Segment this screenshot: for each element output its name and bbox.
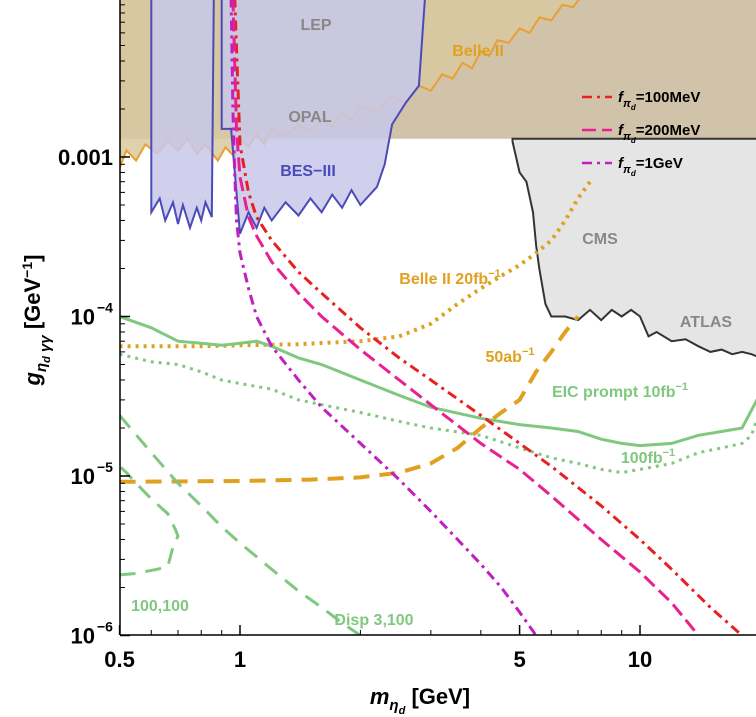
curve-eic-prompt-10fb [120,315,756,448]
exclusion-regions [120,0,756,358]
region-labels: LEP Belle II OPAL BES−III CMS ATLAS Belle II 2… [131,17,732,629]
y-axis-title: gηd γγ [GeV−1] [19,255,54,387]
y-tick-label-exponent: −5 [97,459,113,475]
region-cms [511,137,756,358]
legend-item: fπd=100MeV [582,89,700,112]
x-tick-label: 1 [234,647,246,672]
label-atlas: ATLAS [680,314,732,331]
y-tick-label: 10 [71,464,95,489]
label-50ab: 50ab−1 [485,346,534,366]
y-tick-label: 10 [71,624,95,649]
curve-fpi-100mev [233,0,744,635]
y-tick-label-exponent: −6 [97,619,113,635]
legend-item: fπd=200MeV [582,122,700,145]
label-belle-ii: Belle II [452,43,504,60]
legend-label: fπd=1GeV [618,155,683,178]
label-disp-3-100: Disp 3,100 [334,612,413,629]
label-opal: OPAL [288,109,331,126]
x-tick-label: 0.5 [104,647,135,672]
legend-label: fπd=200MeV [618,122,700,145]
curve-disp-3-100 [120,414,362,635]
legend-label: fπd=100MeV [618,89,700,112]
curve-belle-ii-20fb [120,180,592,349]
label-cms: CMS [582,231,618,248]
x-axis-title: mηd [GeV] [370,684,470,717]
curve-100-100 [120,465,180,577]
label-eic-prompt-10fb: EIC prompt 10fb−1 [552,381,688,401]
x-tick-label: 10 [628,647,652,672]
curve-fpi-1gev [229,0,538,635]
label-100-100: 100,100 [131,598,189,615]
label-belle-ii-20fb: Belle II 20fb−1 [399,268,500,288]
label-bes-iii: BES−III [280,163,336,180]
curve-50ab [120,315,580,484]
legend-item: fπd=1GeV [582,155,683,178]
y-tick-label: 10 [71,305,95,330]
label-100fb: 100fb−1 [621,447,675,467]
y-tick-label: 0.001 [58,145,113,170]
label-lep: LEP [300,17,331,34]
region-bes-iii [150,0,426,235]
x-tick-label: 5 [513,647,525,672]
curve-fpi-200mev [231,0,700,635]
curve-100fb [120,352,756,475]
y-tick-label-exponent: −4 [97,300,113,316]
legend: fπd=100MeV fπd=200MeV fπd=1GeV [582,89,700,178]
projection-curves [120,0,756,635]
